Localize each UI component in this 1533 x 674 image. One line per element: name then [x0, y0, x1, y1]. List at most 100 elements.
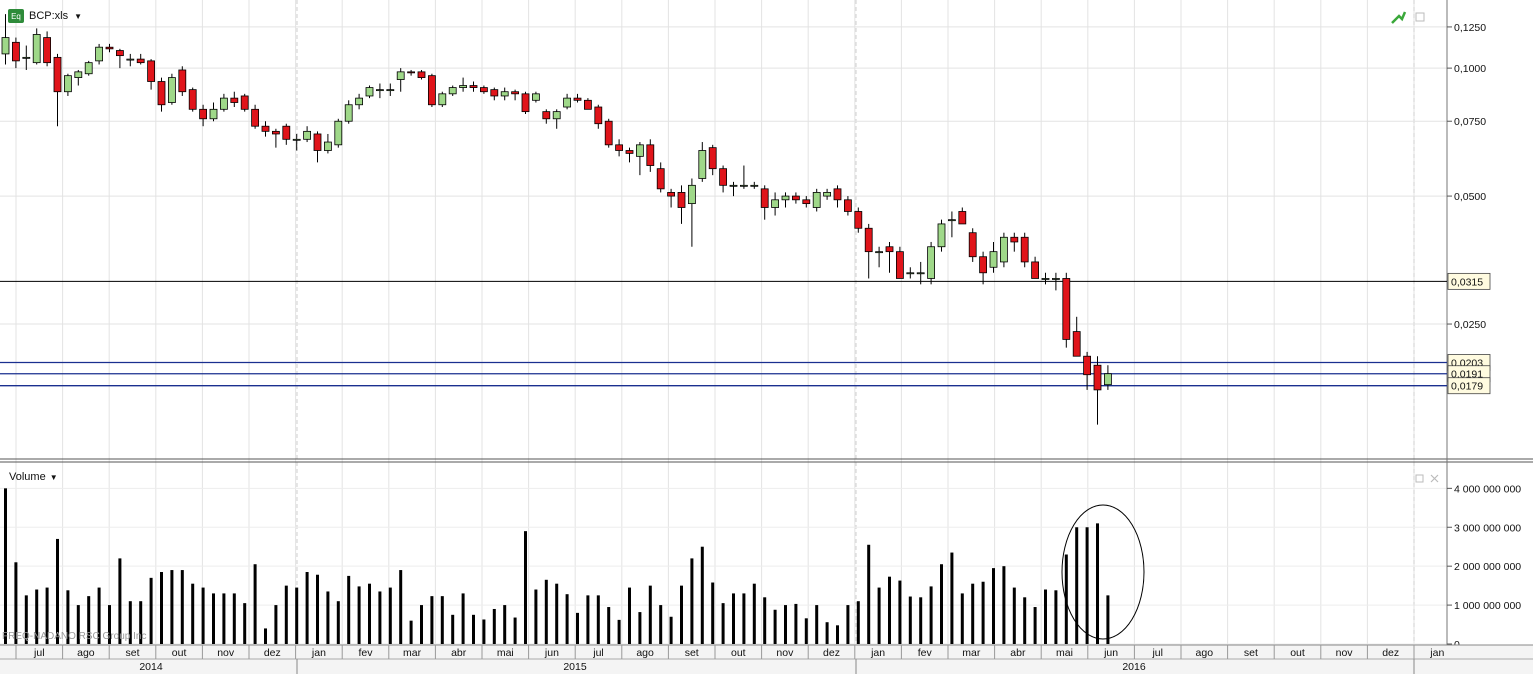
candle-body [500, 91, 509, 97]
volume-bar [1044, 589, 1047, 644]
volume-panel-title: Volume [9, 471, 46, 483]
volume-bar [524, 531, 527, 644]
watermark: FREQ-NADANO RSC Group Inc [2, 631, 147, 642]
volume-bar [420, 605, 423, 644]
candle-body [511, 91, 520, 95]
volume-bar [929, 586, 933, 644]
candle [532, 91, 540, 103]
month-label: jun [1103, 647, 1118, 659]
volume-bar [732, 593, 735, 644]
chevron-down-icon[interactable]: ▼ [74, 11, 83, 21]
candle-body [875, 251, 883, 254]
volume-panel-header[interactable]: Volume ▼ [9, 471, 58, 483]
candle [542, 109, 551, 124]
candle-body [802, 199, 811, 205]
candle [375, 83, 384, 99]
chart-title: BCP:xls [29, 10, 69, 22]
candle-body [1093, 364, 1102, 391]
panel-separator[interactable] [0, 458, 1533, 463]
candle [719, 165, 727, 193]
candle-body [199, 108, 208, 120]
volume-bar [87, 596, 91, 644]
candle [271, 128, 280, 148]
candle-body [906, 272, 915, 275]
month-label: dez [823, 647, 840, 659]
candle [53, 53, 62, 127]
month-label: set [125, 647, 139, 659]
volume-bar [128, 601, 132, 644]
candle-body [833, 188, 842, 201]
candle-body [1104, 373, 1112, 386]
volume-bar [388, 587, 392, 644]
horizontal-price-lines[interactable] [0, 280, 1447, 387]
volume-bar [1085, 527, 1089, 644]
year-label: 2014 [139, 661, 163, 673]
volume-bar [763, 597, 767, 644]
candle-body [968, 232, 977, 258]
volume-bar [357, 586, 361, 644]
volume-series [4, 488, 1110, 644]
candle-body [812, 192, 821, 208]
candle-body [656, 168, 665, 190]
volume-bar [825, 622, 829, 644]
volume-bar [628, 587, 631, 644]
price-line-label-box [1447, 377, 1491, 395]
candle-body [448, 87, 457, 95]
candle [1052, 272, 1060, 291]
candle [521, 91, 530, 114]
candle-body [719, 168, 727, 186]
volume-bar [784, 605, 787, 644]
candle-body [116, 50, 124, 57]
volume-bar [867, 544, 871, 644]
volume-bar [378, 591, 382, 644]
candle-body [53, 56, 62, 93]
candle [417, 69, 426, 80]
candle-body [1031, 261, 1039, 279]
candle-body [573, 97, 582, 101]
candle-body [646, 144, 655, 166]
maximize-panel-icon[interactable] [1415, 12, 1425, 22]
candle-body [937, 223, 946, 248]
candle [604, 118, 613, 148]
candle [334, 118, 343, 148]
candle [261, 121, 270, 137]
candle-body [105, 46, 114, 50]
candle-body [979, 256, 987, 274]
candle [760, 185, 769, 220]
candle-body [188, 89, 197, 110]
candle [875, 246, 883, 268]
volume-bar [836, 625, 839, 644]
candle-body [323, 141, 332, 151]
volume-bar [607, 607, 611, 644]
candle [968, 228, 977, 262]
chart-header[interactable]: Eq BCP:xls ▼ [8, 7, 82, 25]
volume-close-icon[interactable] [1430, 474, 1439, 483]
volume-maximize-icon[interactable] [1415, 474, 1424, 483]
candle [750, 181, 759, 189]
chevron-down-icon[interactable]: ▼ [49, 473, 58, 482]
candle-body [84, 62, 93, 75]
volume-bar [399, 570, 403, 644]
volume-bar [492, 608, 496, 644]
month-label: abr [1010, 647, 1026, 659]
month-label: ago [1196, 647, 1214, 659]
trend-tool-icon[interactable] [1391, 11, 1407, 24]
candle [438, 91, 447, 108]
candle [792, 192, 800, 204]
candle [958, 207, 967, 225]
candle-body [261, 125, 270, 132]
candle [625, 147, 634, 163]
candle-body [136, 58, 145, 64]
candle [469, 81, 478, 92]
candle [885, 241, 894, 273]
candle-body [167, 77, 176, 103]
candle [937, 219, 946, 252]
candle [1020, 232, 1029, 268]
volume-bar [1033, 607, 1037, 644]
candle-body [1052, 278, 1060, 280]
candle [105, 43, 114, 53]
candle-body [313, 133, 322, 151]
candle-body [355, 97, 364, 106]
candle [729, 181, 738, 197]
